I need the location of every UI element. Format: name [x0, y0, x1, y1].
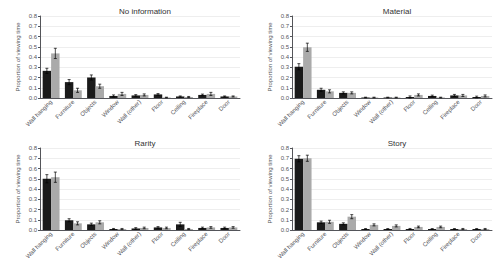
svg-text:Floor: Floor — [150, 231, 164, 245]
svg-text:Wall hanging: Wall hanging — [277, 99, 306, 128]
svg-text:0.2: 0.2 — [29, 75, 38, 81]
svg-text:No information: No information — [119, 7, 171, 16]
svg-text:0.2: 0.2 — [281, 207, 290, 213]
svg-text:Wall (other): Wall (other) — [116, 99, 142, 125]
svg-text:Story: Story — [388, 139, 407, 148]
svg-text:Proportion of viewing time: Proportion of viewing time — [267, 154, 273, 224]
svg-text:0.4: 0.4 — [281, 186, 290, 192]
svg-text:Door: Door — [470, 231, 483, 244]
svg-text:0.6: 0.6 — [29, 166, 38, 172]
svg-text:Door: Door — [470, 99, 483, 112]
svg-text:Ceiling: Ceiling — [169, 231, 186, 248]
svg-text:Furniture: Furniture — [54, 98, 76, 120]
svg-text:0.5: 0.5 — [29, 44, 38, 50]
svg-text:Proportion of viewing time: Proportion of viewing time — [15, 154, 21, 224]
svg-text:0.8: 0.8 — [281, 13, 290, 19]
svg-text:0.8: 0.8 — [281, 145, 290, 151]
svg-text:0.5: 0.5 — [29, 176, 38, 182]
svg-text:0.6: 0.6 — [281, 34, 290, 40]
svg-text:Window: Window — [101, 230, 121, 250]
svg-text:Material: Material — [383, 7, 412, 16]
svg-text:0.0: 0.0 — [281, 227, 290, 233]
svg-text:0.1: 0.1 — [281, 85, 290, 91]
svg-text:Floor: Floor — [150, 99, 164, 113]
svg-text:0.7: 0.7 — [281, 155, 290, 161]
svg-text:0.3: 0.3 — [29, 196, 38, 202]
svg-text:0.1: 0.1 — [29, 85, 38, 91]
svg-text:Door: Door — [218, 231, 231, 244]
svg-text:0.0: 0.0 — [29, 95, 38, 101]
svg-text:Objects: Objects — [79, 231, 98, 250]
svg-text:0.0: 0.0 — [29, 227, 38, 233]
svg-text:0.6: 0.6 — [29, 34, 38, 40]
svg-text:0.3: 0.3 — [29, 64, 38, 70]
svg-text:Window: Window — [353, 98, 373, 118]
svg-text:Floor: Floor — [402, 231, 416, 245]
svg-text:Wall (other): Wall (other) — [368, 99, 394, 125]
svg-text:Window: Window — [353, 230, 373, 250]
svg-text:Wall (other): Wall (other) — [116, 231, 142, 257]
svg-text:0.6: 0.6 — [281, 166, 290, 172]
svg-text:0.5: 0.5 — [281, 44, 290, 50]
svg-text:Fireplace: Fireplace — [187, 98, 209, 120]
svg-text:Furniture: Furniture — [54, 230, 76, 252]
svg-text:Rarity: Rarity — [135, 139, 156, 148]
svg-text:0.4: 0.4 — [29, 186, 38, 192]
svg-text:Floor: Floor — [402, 99, 416, 113]
svg-text:0.3: 0.3 — [281, 196, 290, 202]
svg-text:0.1: 0.1 — [29, 217, 38, 223]
svg-text:Objects: Objects — [331, 99, 350, 118]
svg-text:0.7: 0.7 — [29, 155, 38, 161]
svg-text:0.1: 0.1 — [281, 217, 290, 223]
svg-text:Furniture: Furniture — [306, 230, 328, 252]
svg-text:Fireplace: Fireplace — [439, 230, 461, 252]
svg-text:Proportion of viewing time: Proportion of viewing time — [267, 22, 273, 92]
svg-text:Ceiling: Ceiling — [169, 99, 186, 116]
svg-text:Ceiling: Ceiling — [421, 231, 438, 248]
svg-text:0.0: 0.0 — [281, 95, 290, 101]
svg-text:0.8: 0.8 — [29, 145, 38, 151]
svg-text:0.7: 0.7 — [29, 23, 38, 29]
svg-text:Door: Door — [218, 99, 231, 112]
svg-text:0.2: 0.2 — [29, 207, 38, 213]
svg-text:Objects: Objects — [331, 231, 350, 250]
svg-text:Wall hanging: Wall hanging — [277, 231, 306, 260]
svg-text:Window: Window — [101, 98, 121, 118]
svg-text:Furniture: Furniture — [306, 98, 328, 120]
svg-text:Ceiling: Ceiling — [421, 99, 438, 116]
svg-text:0.4: 0.4 — [281, 54, 290, 60]
svg-text:Fireplace: Fireplace — [187, 230, 209, 252]
svg-text:0.5: 0.5 — [281, 176, 290, 182]
svg-text:0.2: 0.2 — [281, 75, 290, 81]
svg-text:0.8: 0.8 — [29, 13, 38, 19]
svg-text:Fireplace: Fireplace — [439, 98, 461, 120]
svg-text:0.3: 0.3 — [281, 64, 290, 70]
svg-text:Proportion of viewing time: Proportion of viewing time — [15, 22, 21, 92]
svg-text:Wall (other): Wall (other) — [368, 231, 394, 257]
svg-text:0.4: 0.4 — [29, 54, 38, 60]
svg-text:0.7: 0.7 — [281, 23, 290, 29]
svg-text:Objects: Objects — [79, 99, 98, 118]
svg-text:Wall hanging: Wall hanging — [25, 231, 54, 260]
svg-text:Wall hanging: Wall hanging — [25, 99, 54, 128]
